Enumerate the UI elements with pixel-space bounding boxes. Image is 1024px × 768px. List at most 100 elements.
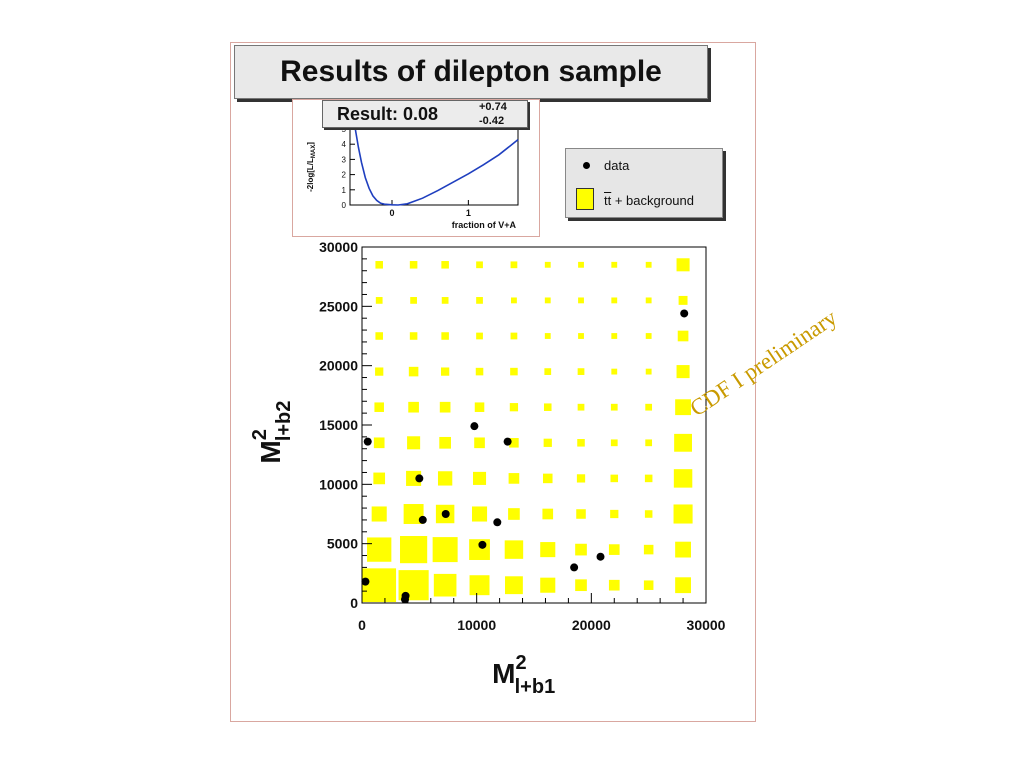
- mc-box: [544, 297, 551, 304]
- y-axis-label: M2 l+b2: [249, 401, 295, 464]
- mc-box: [407, 436, 421, 450]
- mc-box: [543, 438, 552, 447]
- mc-box: [476, 297, 483, 304]
- mc-box: [510, 332, 518, 340]
- slide-title: Results of dilepton sample: [234, 45, 708, 99]
- mc-box: [474, 402, 485, 412]
- mc-box: [608, 579, 620, 591]
- data-point: [680, 309, 689, 318]
- data-point: [361, 577, 370, 586]
- mc-box: [578, 297, 584, 304]
- mc-box: [400, 536, 428, 564]
- mc-box: [504, 540, 524, 559]
- y-tick-label: 20000: [319, 358, 358, 374]
- mc-box: [645, 261, 652, 268]
- inset-x-axis-label: fraction of V+A: [452, 220, 517, 230]
- data-point: [596, 552, 605, 561]
- y-tick-label: 15000: [319, 417, 358, 433]
- mc-box: [676, 258, 690, 272]
- data-point: [441, 510, 450, 518]
- mc-box: [544, 368, 552, 375]
- mc-box: [375, 297, 383, 304]
- mc-box: [437, 471, 453, 486]
- inset-x-tick-label: 1: [466, 208, 471, 218]
- mc-box: [540, 542, 556, 558]
- mc-box: [403, 504, 424, 524]
- mc-box: [610, 474, 619, 483]
- mc-box: [673, 504, 693, 524]
- y-tick-label: 10000: [319, 476, 358, 492]
- inset-y-axis-label: -2log[L/LMAX]: [306, 142, 317, 192]
- mc-box: [610, 403, 618, 411]
- data-point: [570, 563, 579, 572]
- mc-box: [611, 333, 618, 339]
- legend: data tt + background: [565, 148, 723, 218]
- mc-box: [476, 332, 483, 340]
- mc-box: [475, 367, 484, 376]
- mc-box: [644, 510, 653, 518]
- inset-y-tick-label: 2: [342, 171, 347, 180]
- mc-box: [645, 297, 652, 304]
- main-scatter-chart: 0 5000 10000 15000 20000 25000 30000 0 10000 2000…: [249, 239, 726, 698]
- y-tick-label: 30000: [319, 239, 358, 255]
- mc-box: [439, 401, 451, 413]
- mc-box: [508, 473, 520, 484]
- mc-box: [471, 506, 488, 522]
- mc-box: [441, 261, 449, 269]
- mc-box: [645, 403, 653, 411]
- inset-likelihood-plot: 0 1 2 3 4 5 0 1 fraction of V+A -2log[L/LMAX]: [306, 125, 519, 230]
- data-point: [401, 591, 410, 600]
- data-point: [493, 518, 502, 527]
- mc-box: [406, 470, 422, 486]
- mc-box: [611, 368, 618, 375]
- inset-y-axis-label-group: -2log[L/LMAX]: [306, 142, 317, 192]
- inset-y-tick-label: 5: [342, 125, 347, 134]
- data-point: [418, 515, 427, 524]
- mc-box: [476, 261, 483, 269]
- mc-box: [542, 473, 553, 484]
- mc-box: [439, 436, 451, 449]
- inset-y-tick-label: 3: [342, 155, 347, 164]
- mc-box: [611, 297, 618, 304]
- mc-box: [544, 261, 551, 268]
- mc-box: [441, 332, 449, 340]
- mc-box: [408, 366, 419, 377]
- mc-box: [644, 474, 653, 483]
- mc-box: [577, 403, 585, 411]
- legend-data-marker: [583, 162, 590, 169]
- mc-box: [575, 543, 587, 556]
- legend-mc-rest: + background: [611, 193, 694, 208]
- legend-row-data: data: [566, 154, 722, 178]
- y-tick-label: 25000: [319, 298, 358, 314]
- mc-box: [575, 579, 587, 592]
- mc-box: [678, 295, 688, 305]
- mc-box: [508, 508, 520, 520]
- data-point: [503, 437, 512, 446]
- result-label: Result: 0.08: [337, 104, 439, 124]
- mc-box: [510, 367, 518, 376]
- mc-box: [441, 367, 450, 376]
- mc-box: [473, 471, 487, 485]
- mc-box: [362, 568, 397, 603]
- y-axis-label-group: M2 l+b2: [249, 401, 295, 464]
- inset-x-tick-label: 0: [389, 208, 394, 218]
- mc-box: [433, 573, 457, 597]
- mc-box: [610, 509, 619, 519]
- inset-y-tick-label: 1: [342, 186, 347, 195]
- mc-box: [371, 506, 387, 522]
- data-point: [478, 540, 487, 549]
- mc-box: [474, 437, 485, 449]
- mc-box: [643, 580, 654, 590]
- inset-likelihood-curve: [354, 128, 519, 206]
- mc-box: [505, 576, 523, 595]
- inset-y-tick-label: 0: [342, 201, 347, 210]
- mc-box: [410, 297, 417, 304]
- x-tick-label: 0: [358, 617, 366, 633]
- mc-box: [540, 577, 556, 593]
- mc-box: [409, 332, 418, 340]
- mc-box: [374, 402, 384, 412]
- mc-box: [375, 367, 384, 376]
- mc-box: [510, 261, 518, 269]
- mc-box: [645, 439, 653, 447]
- mc-box: [432, 537, 458, 563]
